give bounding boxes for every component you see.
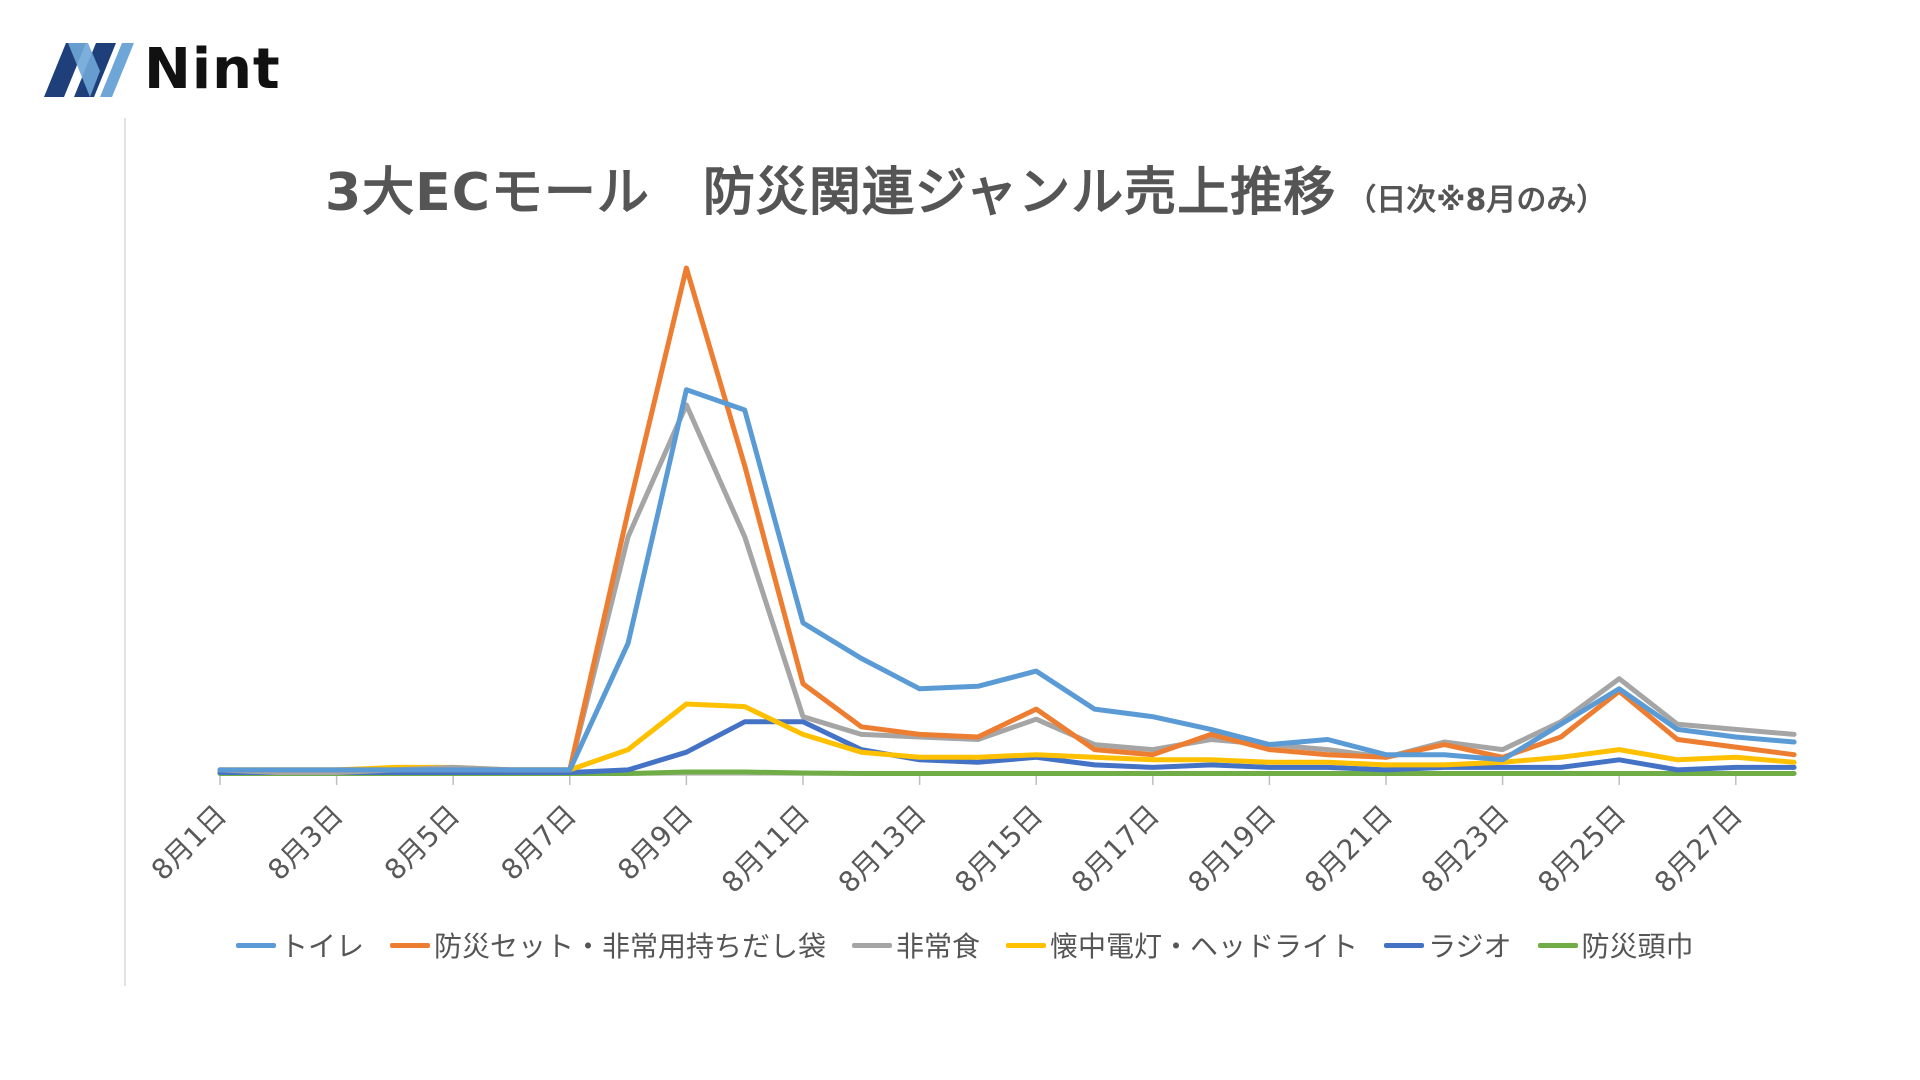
x-tick-label: 8月15日 (948, 799, 1049, 900)
x-tick-label: 8月9日 (611, 799, 699, 887)
legend-label: 防災頭巾 (1581, 930, 1694, 963)
x-tick-label: 8月25日 (1531, 799, 1632, 900)
x-tick-label: 8月7日 (495, 799, 583, 887)
legend-label: トイレ (280, 930, 365, 963)
legend-item: トイレ (236, 925, 364, 965)
x-tick-label: 8月1日 (145, 799, 233, 887)
legend-swatch (1384, 942, 1425, 948)
series-line (217, 387, 1797, 773)
legend-swatch (390, 942, 431, 948)
series-line (217, 402, 1797, 775)
divider (124, 118, 126, 986)
series-line (217, 265, 1797, 773)
legend-swatch (852, 942, 893, 948)
legend-swatch (236, 942, 276, 948)
x-tick-label: 8月19日 (1182, 799, 1283, 900)
chart-subtitle: （日次※8月のみ） (1346, 183, 1607, 218)
legend-label: 非常食 (896, 930, 981, 963)
legend-label: ラジオ (1428, 930, 1512, 963)
legend-item: 防災頭巾 (1537, 925, 1694, 965)
chart-title-main: 3大ECモール 防災関連ジャンル売上推移 (325, 163, 1337, 223)
legend-label: 防災セット・非常用持ちだし袋 (434, 930, 827, 963)
nint-logo-mark-icon (44, 43, 134, 97)
legend-swatch (1006, 942, 1047, 948)
x-tick-label: 8月23日 (1415, 799, 1516, 900)
logo-text: Nint (144, 37, 281, 102)
series-line (217, 719, 1797, 775)
nint-logo: Nint (44, 40, 281, 100)
legend-item: ラジオ (1384, 925, 1512, 965)
chart-title: 3大ECモール 防災関連ジャンル売上推移 （日次※8月のみ） (325, 150, 1606, 225)
legend-item: 防災セット・非常用持ちだし袋 (390, 925, 826, 965)
legend-swatch (1537, 942, 1578, 948)
x-tick-label: 8月17日 (1065, 799, 1166, 900)
legend-label: 懐中電灯・ヘッドライト (1050, 930, 1359, 963)
x-tick-label: 8月3日 (261, 799, 349, 887)
legend-item: 懐中電灯・ヘッドライト (1006, 925, 1358, 965)
chart-legend: トイレ 防災セット・非常用持ちだし袋 非常食 懐中電灯・ヘッドライト ラジオ 防災頭巾 (236, 925, 1720, 965)
x-tick-label: 8月11日 (715, 799, 816, 900)
x-tick-label: 8月21日 (1298, 799, 1399, 900)
x-tick-label: 8月27日 (1648, 799, 1749, 900)
x-tick-label: 8月5日 (378, 799, 466, 887)
legend-item: 非常食 (852, 925, 980, 965)
x-tick-label: 8月13日 (832, 799, 933, 900)
